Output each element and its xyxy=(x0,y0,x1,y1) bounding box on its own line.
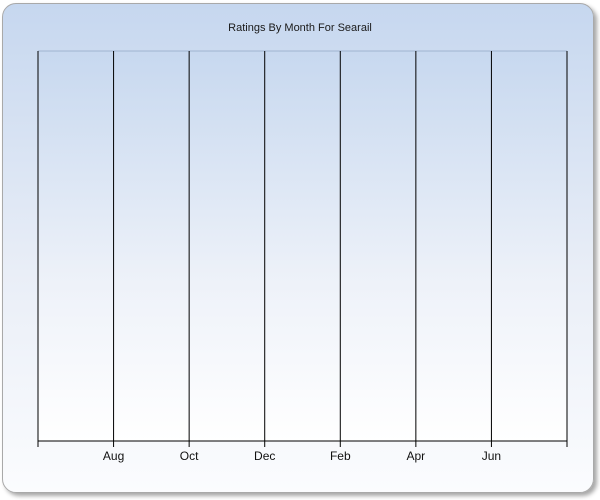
chart-title: Ratings By Month For Searail xyxy=(228,22,372,34)
x-tick-label: Aug xyxy=(103,449,124,463)
x-tick-label: Dec xyxy=(254,449,275,463)
x-tick-label: Feb xyxy=(330,449,351,463)
x-tick-label: Jun xyxy=(482,449,501,463)
x-tick-label: Oct xyxy=(180,449,199,463)
plot-background xyxy=(38,51,567,441)
x-tick-label: Apr xyxy=(407,449,426,463)
